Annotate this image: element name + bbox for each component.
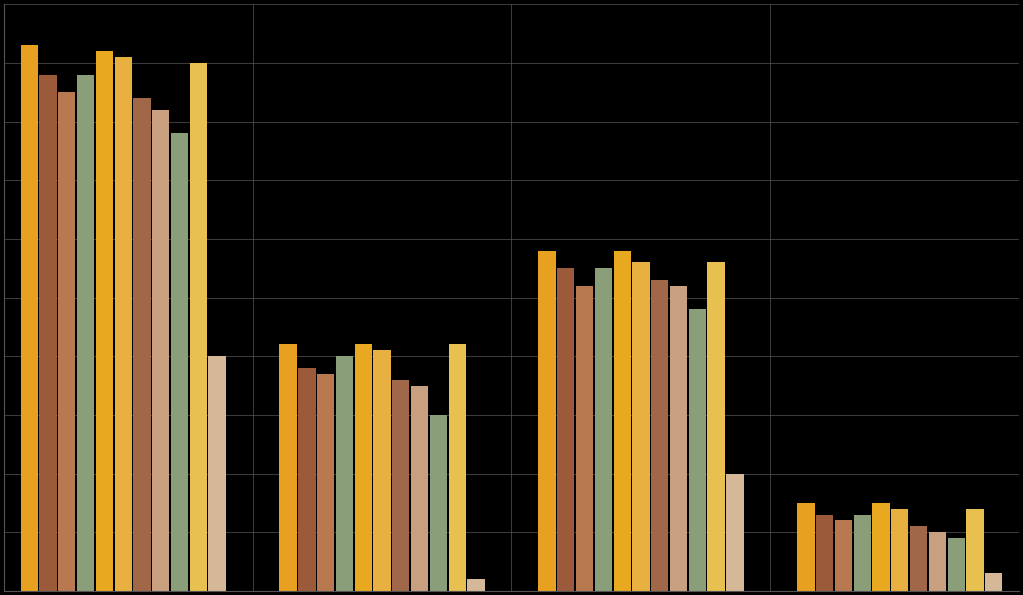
Bar	[816, 515, 834, 591]
Bar	[355, 345, 372, 591]
Bar	[688, 309, 706, 591]
Bar	[985, 573, 1003, 591]
Bar	[929, 532, 946, 591]
Bar	[632, 262, 650, 591]
Bar	[171, 133, 188, 591]
Bar	[468, 579, 485, 591]
Bar	[910, 527, 927, 591]
Bar	[947, 538, 965, 591]
Bar	[594, 268, 612, 591]
Bar	[797, 503, 814, 591]
Bar	[853, 515, 871, 591]
Bar	[96, 51, 113, 591]
Bar	[39, 74, 56, 591]
Bar	[576, 286, 593, 591]
Bar	[279, 345, 297, 591]
Bar	[670, 286, 687, 591]
Bar	[20, 45, 38, 591]
Bar	[708, 262, 724, 591]
Bar	[726, 474, 744, 591]
Bar	[651, 280, 668, 591]
Bar	[891, 509, 908, 591]
Bar	[133, 98, 150, 591]
Bar	[152, 109, 170, 591]
Bar	[373, 350, 391, 591]
Bar	[392, 380, 409, 591]
Bar	[115, 57, 132, 591]
Bar	[209, 356, 226, 591]
Bar	[411, 386, 429, 591]
Bar	[336, 356, 353, 591]
Bar	[430, 415, 447, 591]
Bar	[189, 63, 207, 591]
Bar	[873, 503, 890, 591]
Bar	[448, 345, 465, 591]
Bar	[967, 509, 984, 591]
Bar	[538, 250, 555, 591]
Bar	[58, 92, 76, 591]
Bar	[614, 250, 631, 591]
Bar	[558, 268, 575, 591]
Bar	[317, 374, 335, 591]
Bar	[299, 368, 315, 591]
Bar	[835, 521, 852, 591]
Bar	[77, 74, 94, 591]
